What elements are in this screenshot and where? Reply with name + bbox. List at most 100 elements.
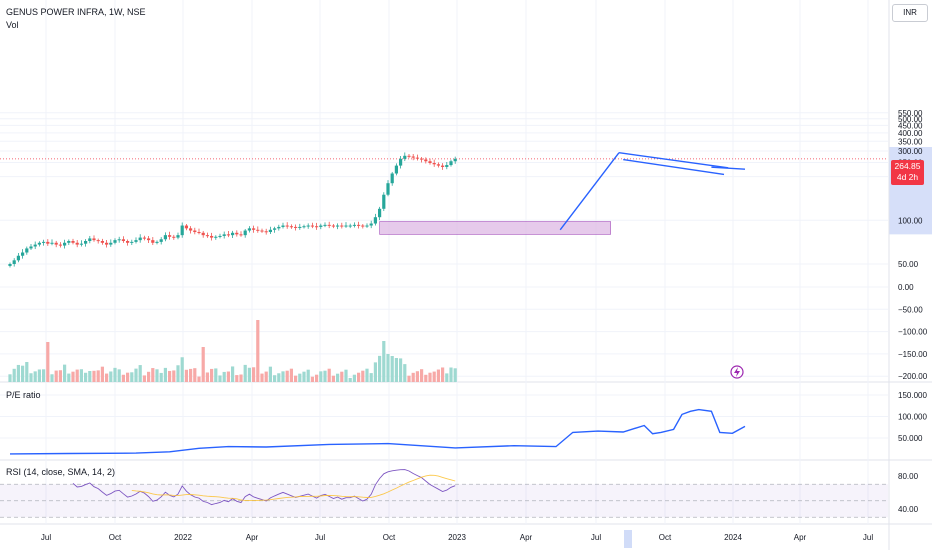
candle-body [378,208,382,218]
consolidation-box [379,221,611,235]
candle-body [344,225,348,227]
candle-body [268,229,272,233]
candle-body [264,231,268,233]
candle-body [138,237,142,241]
volume-bar [239,374,243,382]
volume-bar [109,371,113,382]
time-tick-label: 2023 [448,533,466,542]
trend-line-upper [618,152,729,169]
volume-bar [247,367,251,382]
candle-body [92,238,96,241]
candle-body [84,241,88,244]
pe-tick-label: 150.000 [898,391,927,400]
candle-body [218,235,222,237]
volume-bar [197,376,201,382]
candle-body [37,242,41,245]
volume-bar [147,371,151,382]
volume-bar [281,371,285,382]
volume-bar [327,368,331,382]
candle-body [348,225,352,227]
candle-body [373,217,377,224]
time-tick-label: Oct [659,533,672,542]
pe-tick-label: 50.000 [898,434,923,443]
candle-body [130,241,134,243]
volume-bar [407,375,411,382]
candle-body [243,230,247,236]
volume-bar [289,368,293,382]
volume-bar [172,370,176,382]
volume-bar [424,374,428,382]
candle-body [327,224,331,226]
candle-body [193,230,197,233]
candle-body [126,241,130,243]
volume-bar [399,358,403,382]
symbol-title[interactable]: GENUS POWER INFRA, 1W, NSE [6,7,146,17]
volume-bar [306,369,310,382]
candle-body [231,232,235,236]
volume-bar [12,368,16,382]
candle-body [222,234,226,236]
candle-body [21,252,25,256]
volume-bar [222,371,226,382]
volume-bar [105,373,109,382]
candle-body [12,260,16,264]
rsi-pane-label[interactable]: RSI (14, close, SMA, 14, 2) [6,467,116,477]
volume-bar [58,370,62,382]
candle-body [214,236,218,238]
volume-bar [67,373,71,382]
volume-bar [369,373,373,382]
candle-body [445,165,449,167]
candle-body [151,240,155,243]
volume-bar [436,369,440,382]
volume-bar [453,368,457,382]
candle-body [306,225,310,227]
last-price-value: 264.85 [894,161,921,171]
price-tick-label: 450.00 [898,121,923,130]
candle-body [285,225,289,227]
candle-body [260,230,264,232]
candle-body [96,240,100,242]
candle-body [50,242,54,244]
volume-legend[interactable]: Vol [6,20,19,30]
volume-tick-label: −200.00 [898,372,928,381]
candle-body [298,226,302,228]
candle-body [357,224,361,226]
currency-button[interactable]: INR [892,4,928,22]
volume-bar [411,372,415,382]
price-tick-label: 50.00 [898,260,919,269]
pe-line [9,408,746,455]
volume-tick-label: 0.00 [898,283,914,292]
time-tick-label: Jul [41,533,51,542]
time-tick-label: Jul [863,533,873,542]
volume-bar [445,373,449,382]
candle-body [54,242,58,245]
volume-bar [285,370,289,382]
volume-bar [100,366,104,382]
rsi-tick-label: 80.00 [898,472,919,481]
volume-bar [441,367,445,382]
time-tick-label: Apr [520,533,533,542]
volume-bar [386,354,390,382]
candle-body [189,228,193,231]
volume-bar [201,347,205,382]
candle-body [142,237,146,239]
candle-body [302,226,306,228]
pe-pane-label[interactable]: P/E ratio [6,390,41,400]
volume-bar [273,375,277,382]
rsi-ma-line [131,474,456,501]
candle-body [436,164,440,166]
volume-tick-label: −100.00 [898,328,928,337]
volume-bar [403,364,407,382]
candle-body [67,241,71,243]
candle-body [256,229,260,231]
volume-bar [205,372,209,382]
volume-bar [8,374,12,382]
candle-body [42,241,46,243]
volume-bar [378,355,382,382]
volume-bar [310,376,314,382]
volume-bar [268,366,272,382]
volume-bar [415,371,419,382]
price-tick-label: 400.00 [898,129,923,138]
trend-line-break [711,166,746,170]
